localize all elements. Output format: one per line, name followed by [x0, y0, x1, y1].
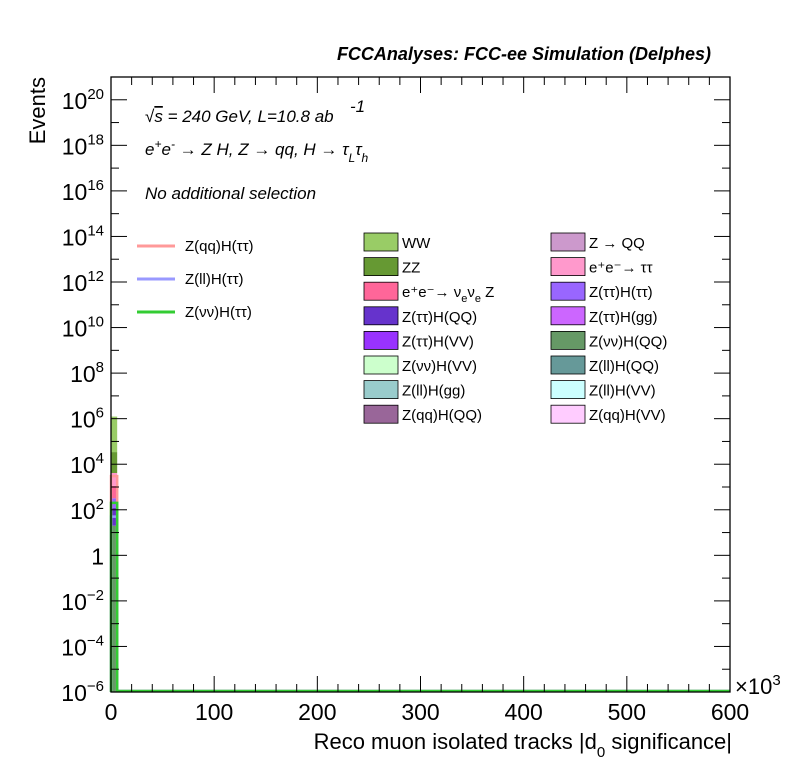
legend-label: Z(νν)H(QQ): [589, 333, 667, 350]
annotation-selection: No additional selection: [145, 184, 316, 203]
legend-label: Z(qq)H(QQ): [402, 407, 482, 424]
x-tick-label: 100: [195, 699, 233, 725]
bar-segment: [111, 525, 118, 692]
legend-swatch: [550, 257, 586, 277]
y-tick-label: 1016: [62, 177, 104, 205]
x-axis-title: Reco muon isolated tracks |d0 significan…: [314, 729, 732, 761]
x-axis-ticks: 0 100 200 300 400 500 600: [105, 77, 749, 725]
legend-label: Z(ll)H(VV): [589, 383, 656, 400]
x-multiplier: ×103: [735, 672, 781, 699]
y-tick-label: 1020: [62, 86, 104, 114]
x-tick-label: 300: [401, 699, 439, 725]
legend-swatch: [363, 232, 399, 252]
legend-swatch: [550, 330, 586, 350]
legend-swatch: [550, 281, 586, 301]
y-tick-label: 1: [91, 543, 104, 569]
legend-signal-label: Z(ll)H(ττ): [185, 271, 244, 288]
svg-text:√s = 240 GeV, L=10.8 ab: √s = 240 GeV, L=10.8 ab: [145, 107, 334, 126]
legend-swatch: [363, 404, 399, 424]
annotation-energy: √s = 240 GeV, L=10.8 ab -1: [145, 97, 365, 126]
legend-swatch: [363, 380, 399, 400]
y-tick-label: 10−4: [61, 632, 104, 660]
y-tick-label: 10−2: [61, 587, 104, 615]
legend-label: Z(νν)H(VV): [402, 358, 477, 375]
legend-label: Z(ll)H(QQ): [589, 358, 659, 375]
legend-label: WW: [402, 235, 431, 252]
bar-segment: [111, 416, 118, 453]
bar-segment: [111, 472, 118, 486]
x-tick-label: 400: [504, 699, 542, 725]
legend-swatch: [363, 281, 399, 301]
legend-label: Z(ττ)H(QQ): [402, 309, 477, 326]
legend-label: Z(ll)H(gg): [402, 383, 465, 400]
legend-backgrounds: WW Z → QQ ZZ e⁺e⁻→ ττ e⁺e⁻→ νeνe Z Z(ττ)H(ττ)…: [363, 232, 667, 424]
y-tick-label: 102: [70, 496, 104, 524]
legend-label: Z(qq)H(VV): [589, 407, 666, 424]
y-axis-title: Events: [25, 77, 50, 144]
legend-label: e⁺e⁻→ ττ: [589, 260, 653, 277]
y-tick-label: 104: [70, 450, 104, 478]
legend-swatch: [363, 330, 399, 350]
x-tick-label: 500: [608, 699, 646, 725]
x-tick-label: 200: [298, 699, 336, 725]
legend-swatch: [550, 232, 586, 252]
signal-line: [109, 515, 730, 693]
legend-swatch: [550, 380, 586, 400]
y-tick-label: 1018: [62, 131, 104, 159]
y-tick-label: 10−6: [61, 678, 104, 706]
legend-swatch: [363, 355, 399, 375]
legend-label: ZZ: [402, 260, 420, 277]
legend-label: Z(ττ)H(ττ): [589, 284, 653, 301]
legend-swatch: [363, 257, 399, 277]
legend-signals: Z(qq)H(ττ) Z(ll)H(ττ) Z(νν)H(ττ): [137, 238, 254, 321]
y-tick-label: 1010: [62, 314, 104, 342]
y-tick-label: 106: [70, 405, 104, 433]
svg-text:-1: -1: [350, 97, 365, 116]
legend-label: Z(ττ)H(VV): [402, 333, 474, 350]
chart-title: FCCAnalyses: FCC-ee Simulation (Delphes): [337, 44, 711, 64]
legend-label: Z(ττ)H(gg): [589, 309, 658, 326]
legend-signal-label: Z(qq)H(ττ): [185, 238, 254, 255]
legend-label: e⁺e⁻→ νeνe Z: [402, 284, 494, 305]
x-tick-label: 0: [105, 699, 118, 725]
signal-line: [109, 474, 730, 693]
bar-segment: [111, 485, 118, 499]
legend-swatch: [550, 404, 586, 424]
legend-label: Z → QQ: [589, 235, 645, 252]
legend-swatch: [550, 306, 586, 326]
annotation-process: e+e- → Z H, Z → qq, H → τLτh: [145, 137, 369, 165]
legend-signal-label: Z(νν)H(ττ): [185, 304, 252, 321]
signal-lines: [109, 474, 730, 693]
signal-line: [109, 501, 730, 693]
y-axis-ticks: 1020 1018 1016 1014 1012 1010 108 106 104 102 1 10−…: [61, 86, 730, 706]
x-tick-label: 600: [711, 699, 749, 725]
y-tick-label: 1014: [62, 222, 104, 250]
svg-text:e+e- → Z H, Z → qq, H → τLτh: e+e- → Z H, Z → qq, H → τLτh: [145, 137, 369, 165]
y-tick-label: 108: [70, 359, 104, 387]
legend-swatch: [550, 355, 586, 375]
y-tick-label: 1012: [62, 268, 104, 296]
bar-segment: [111, 452, 118, 473]
legend-swatch: [363, 306, 399, 326]
